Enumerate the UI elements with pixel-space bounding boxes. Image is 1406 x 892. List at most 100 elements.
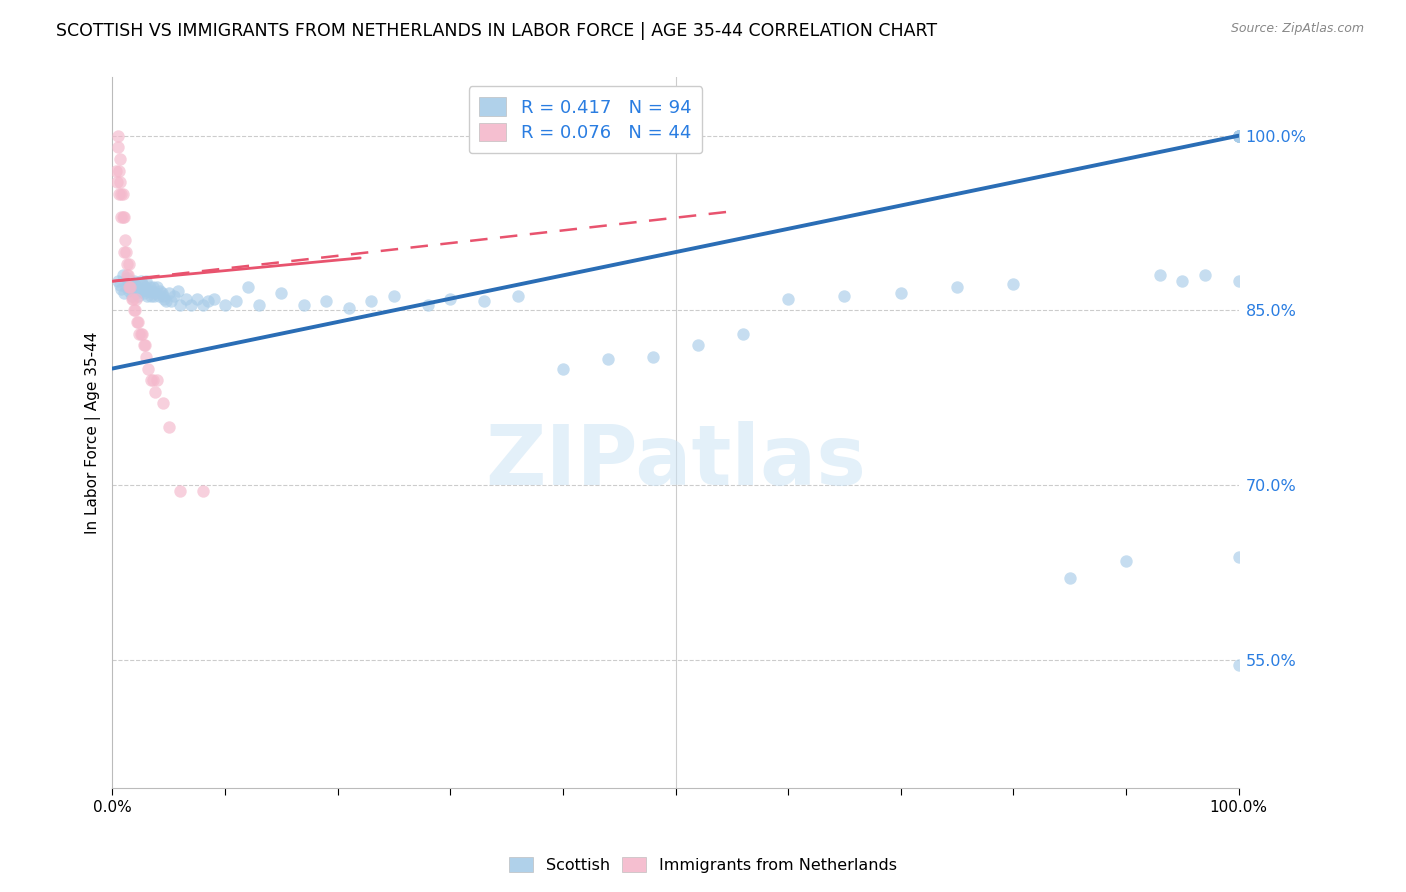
Point: [136, 289, 159, 303]
Point: [110, 282, 132, 296]
Text: Source: ZipAtlas.com: Source: ZipAtlas.com: [1230, 22, 1364, 36]
Point: [439, 292, 461, 306]
Point: [157, 285, 180, 300]
Point: [128, 282, 150, 296]
Point: [180, 297, 202, 311]
Point: [155, 293, 177, 308]
Point: [139, 289, 162, 303]
Point: [149, 284, 172, 298]
Text: ZIPatlas: ZIPatlas: [485, 420, 866, 501]
Point: [124, 282, 146, 296]
Point: [111, 268, 134, 283]
Point: [112, 245, 135, 260]
Y-axis label: In Labor Force | Age 35-44: In Labor Force | Age 35-44: [86, 332, 101, 533]
Point: [163, 289, 186, 303]
Point: [115, 257, 138, 271]
Point: [129, 274, 152, 288]
Text: SCOTTISH VS IMMIGRANTS FROM NETHERLANDS IN LABOR FORCE | AGE 35-44 CORRELATION C: SCOTTISH VS IMMIGRANTS FROM NETHERLANDS …: [56, 22, 938, 40]
Point: [1227, 128, 1250, 143]
Point: [117, 268, 139, 283]
Point: [1194, 268, 1216, 283]
Point: [174, 292, 197, 306]
Point: [125, 292, 148, 306]
Point: [104, 163, 127, 178]
Point: [110, 152, 132, 166]
Point: [472, 293, 495, 308]
Point: [110, 186, 132, 201]
Point: [121, 292, 143, 306]
Point: [138, 280, 160, 294]
Point: [1227, 274, 1250, 288]
Point: [127, 289, 149, 303]
Point: [108, 163, 131, 178]
Point: [124, 277, 146, 292]
Point: [247, 297, 270, 311]
Point: [118, 257, 141, 271]
Point: [152, 289, 174, 303]
Point: [115, 280, 138, 294]
Point: [121, 289, 143, 303]
Point: [1002, 277, 1025, 291]
Point: [186, 292, 208, 306]
Point: [110, 175, 132, 189]
Point: [120, 280, 142, 294]
Point: [1171, 274, 1194, 288]
Point: [506, 289, 529, 303]
Point: [135, 274, 157, 288]
Point: [143, 289, 166, 303]
Point: [121, 292, 143, 306]
Point: [120, 274, 142, 288]
Point: [125, 285, 148, 300]
Point: [118, 280, 141, 294]
Point: [127, 315, 149, 329]
Point: [131, 284, 153, 298]
Point: [108, 186, 131, 201]
Point: [337, 301, 360, 315]
Point: [946, 280, 969, 294]
Point: [148, 289, 170, 303]
Point: [124, 303, 146, 318]
Point: [236, 280, 259, 294]
Point: [128, 326, 150, 341]
Point: [146, 373, 169, 387]
Point: [1227, 128, 1250, 143]
Point: [132, 277, 155, 292]
Legend: Scottish, Immigrants from Netherlands: Scottish, Immigrants from Netherlands: [502, 851, 904, 880]
Point: [596, 352, 619, 367]
Point: [1227, 128, 1250, 143]
Point: [122, 274, 145, 288]
Point: [142, 280, 165, 294]
Point: [169, 483, 191, 498]
Point: [360, 293, 382, 308]
Point: [166, 284, 188, 298]
Point: [134, 280, 156, 294]
Point: [107, 140, 129, 154]
Point: [1059, 571, 1081, 585]
Point: [1227, 128, 1250, 143]
Point: [115, 245, 138, 260]
Point: [315, 293, 337, 308]
Point: [416, 297, 439, 311]
Point: [142, 373, 165, 387]
Point: [1227, 128, 1250, 143]
Point: [138, 361, 160, 376]
Point: [292, 297, 315, 311]
Point: [1227, 128, 1250, 143]
Point: [134, 338, 156, 352]
Point: [141, 284, 163, 298]
Point: [688, 338, 710, 352]
Point: [152, 396, 174, 410]
Legend: R = 0.417   N = 94, R = 0.076   N = 44: R = 0.417 N = 94, R = 0.076 N = 44: [468, 87, 703, 153]
Point: [115, 268, 138, 283]
Point: [382, 289, 405, 303]
Point: [834, 289, 856, 303]
Point: [112, 210, 135, 224]
Point: [127, 280, 149, 294]
Point: [197, 293, 219, 308]
Point: [169, 297, 191, 311]
Point: [191, 483, 214, 498]
Point: [122, 303, 145, 318]
Point: [890, 285, 912, 300]
Point: [112, 285, 135, 300]
Point: [118, 277, 141, 291]
